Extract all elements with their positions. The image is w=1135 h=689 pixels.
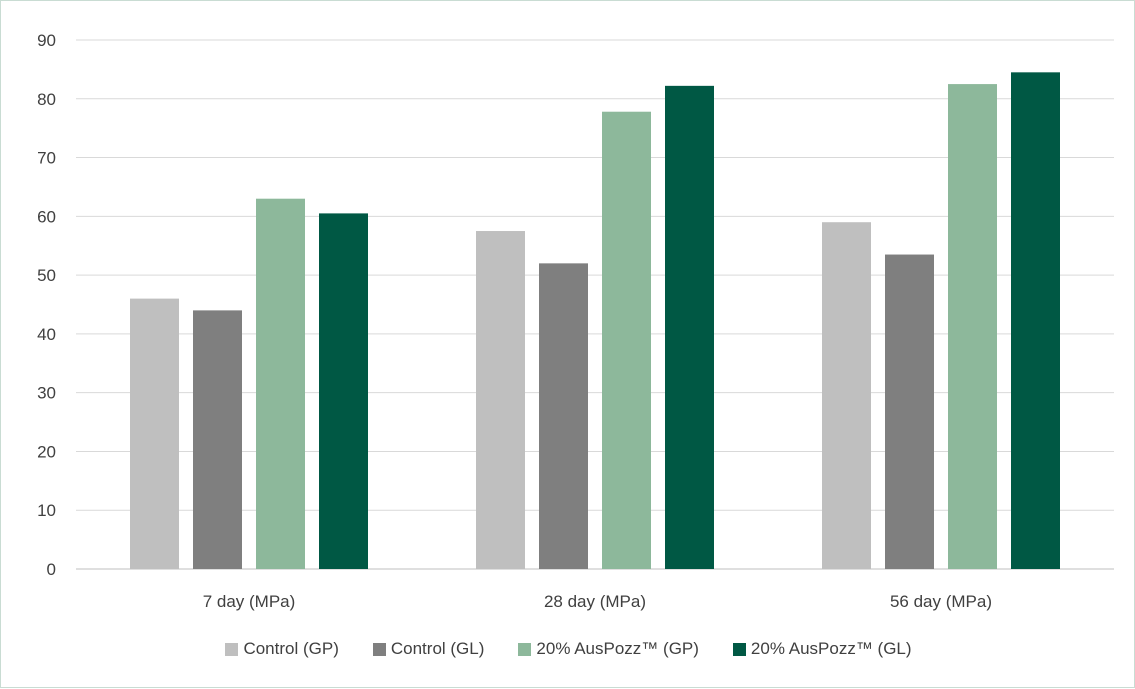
legend-label: 20% AusPozz™ (GP) — [536, 639, 699, 658]
y-tick-label: 90 — [37, 31, 56, 50]
legend: Control (GP) Control (GL) 20% AusPozz™ (… — [1, 639, 1135, 659]
legend-label: Control (GL) — [390, 639, 485, 658]
x-axis: 7 day (MPa) 28 day (MPa) 56 day (MPa) — [203, 592, 992, 611]
y-tick-label: 40 — [37, 325, 56, 344]
legend-label: 20% AusPozz™ (GL) — [750, 639, 912, 658]
bar — [130, 298, 179, 569]
bar — [476, 231, 525, 569]
y-tick-label: 80 — [37, 90, 56, 109]
bar — [822, 222, 871, 569]
y-tick-label: 70 — [37, 149, 56, 168]
y-tick-label: 20 — [37, 442, 56, 461]
legend-label: Control (GP) — [243, 639, 339, 658]
legend-swatch — [518, 642, 532, 656]
x-tick-label: 28 day (MPa) — [544, 592, 646, 611]
bar — [665, 85, 714, 569]
bars — [130, 72, 1060, 570]
y-tick-label: 10 — [37, 501, 56, 520]
x-tick-label: 7 day (MPa) — [203, 592, 296, 611]
y-tick-label: 0 — [47, 560, 56, 579]
bar — [885, 254, 934, 570]
bar — [948, 84, 997, 569]
bar — [256, 198, 305, 569]
y-tick-label: 60 — [37, 207, 56, 226]
bar — [1011, 72, 1060, 570]
legend-item-auspozz-gp: 20% AusPozz™ (GP) — [518, 639, 699, 659]
legend-item-control-gp: Control (GP) — [225, 639, 339, 659]
y-axis: 0 10 20 30 40 50 60 70 80 90 — [37, 31, 56, 579]
legend-item-auspozz-gl: 20% AusPozz™ (GL) — [732, 639, 912, 659]
bar — [319, 213, 368, 569]
bar — [602, 111, 651, 569]
x-tick-label: 56 day (MPa) — [890, 592, 992, 611]
legend-item-control-gl: Control (GL) — [372, 639, 485, 659]
legend-swatch — [372, 642, 386, 656]
gridlines — [76, 39, 1114, 570]
bar — [193, 310, 242, 569]
y-tick-label: 30 — [37, 384, 56, 403]
legend-swatch — [225, 642, 239, 656]
bar — [539, 263, 588, 569]
y-tick-label: 50 — [37, 266, 56, 285]
legend-swatch — [732, 642, 746, 656]
